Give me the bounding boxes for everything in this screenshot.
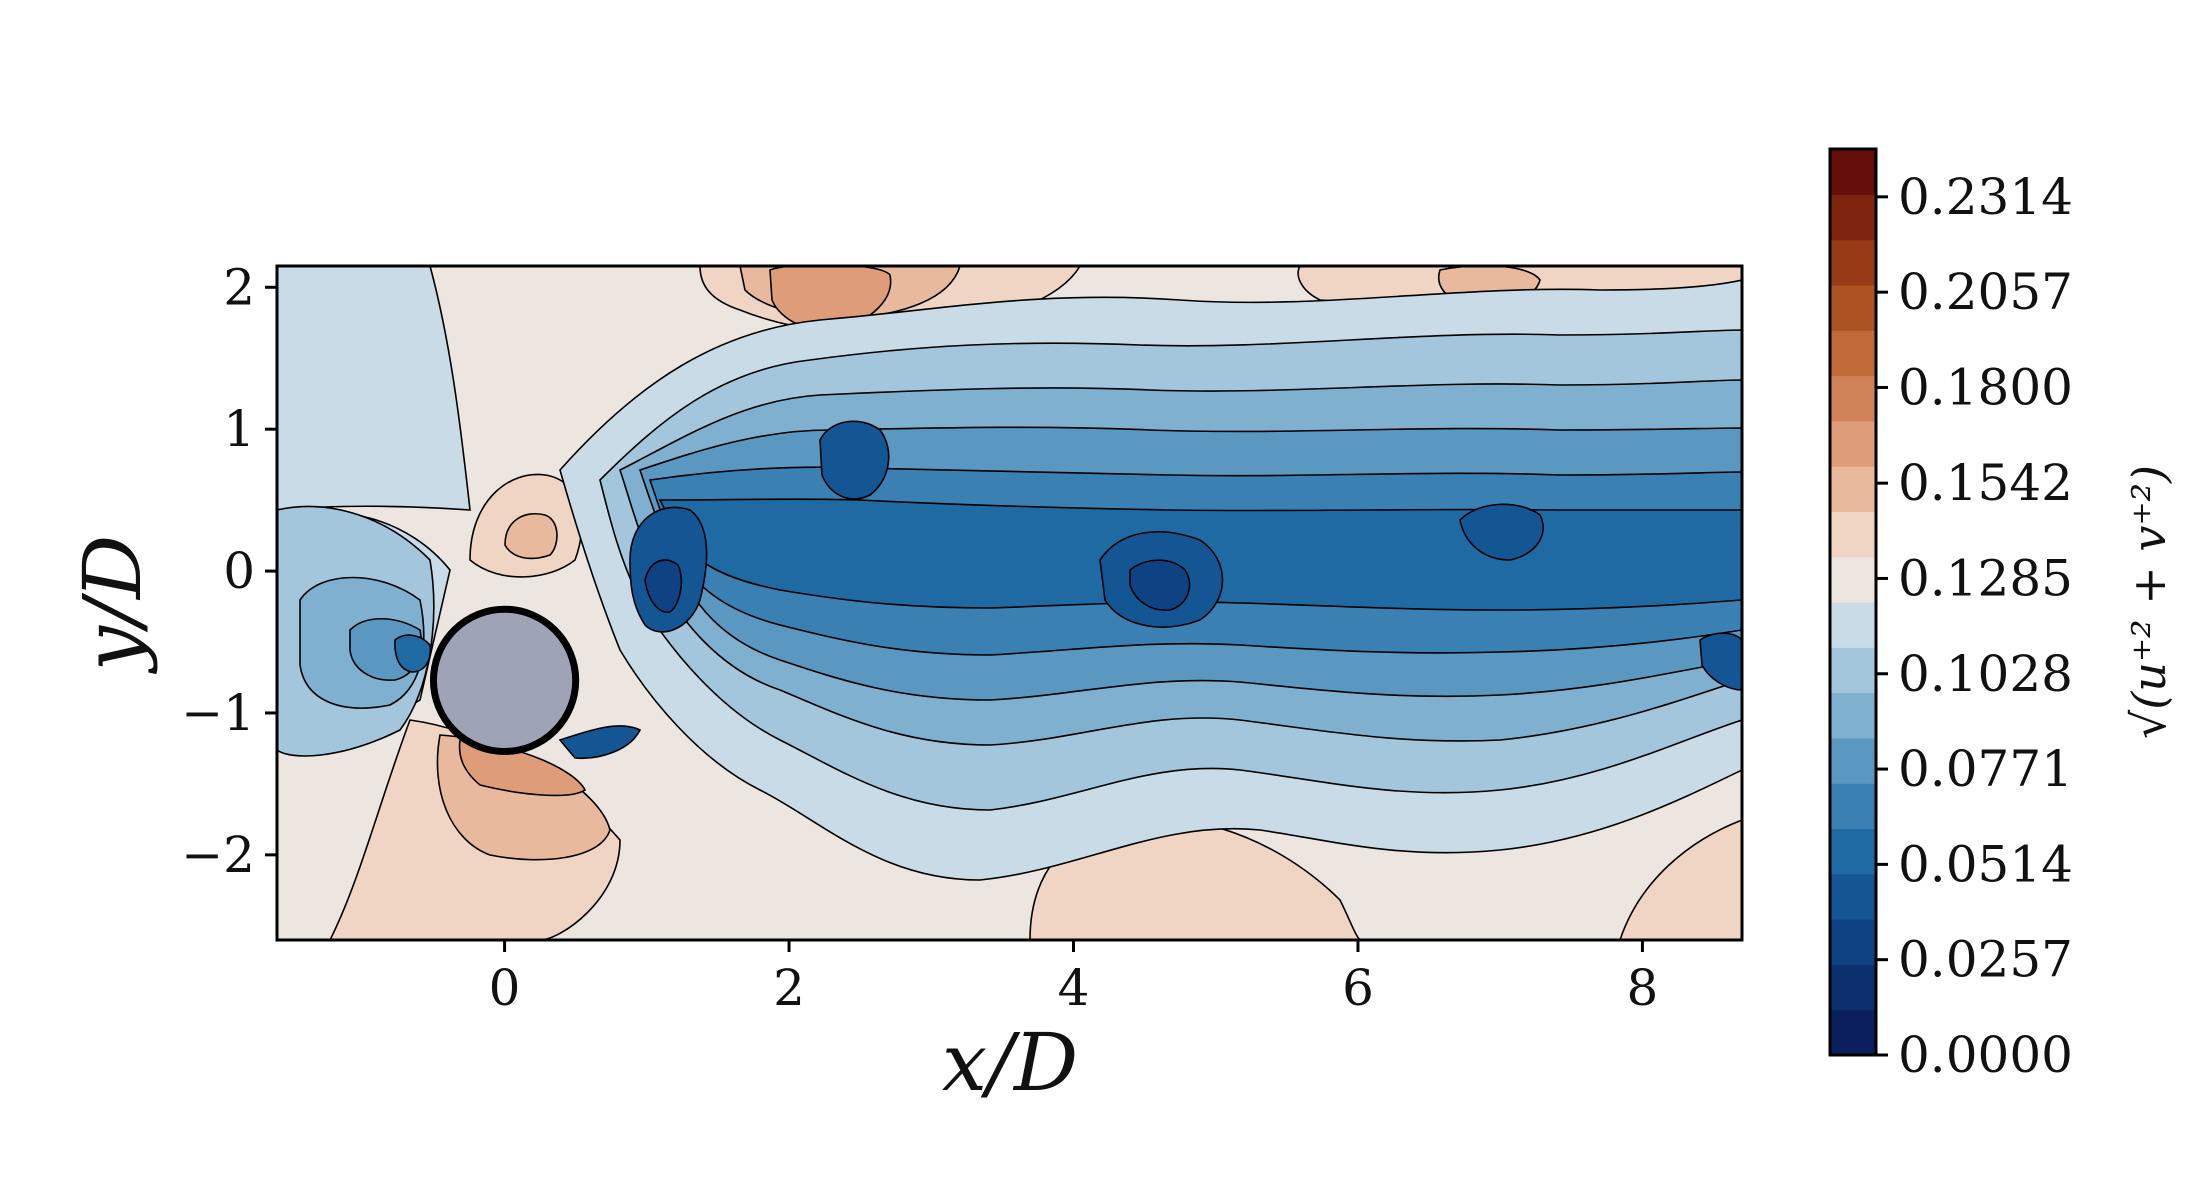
y-tick-label: 2: [223, 258, 255, 316]
contour-region: [458, 739, 587, 797]
x-tick-label: 4: [1058, 959, 1090, 1017]
contour-region: [644, 559, 682, 613]
contour-region: [394, 634, 432, 673]
colorbar-band: [1830, 194, 1876, 241]
colorbar-tick-label: 0.0000: [1898, 1026, 2073, 1084]
colorbar-band: [1830, 284, 1876, 331]
contour-region: [558, 725, 642, 760]
contour-region: [1129, 559, 1191, 611]
y-tick-label: −2: [181, 826, 255, 884]
colorbar-tick-label: 0.1028: [1898, 645, 2073, 703]
colorbar-band: [1830, 737, 1876, 784]
x-tick-label: 6: [1342, 959, 1374, 1017]
colorbar: 0.0000 0.0257 0.0514 0.0771 0.1028 0.1285 0.15…: [1828, 147, 2176, 1084]
colorbar-ticks: 0.0000 0.0257 0.0514 0.0771 0.1028 0.1285 0.15…: [1876, 168, 2073, 1084]
colorbar-band: [1830, 239, 1876, 286]
colorbar-tick-label: 0.1800: [1898, 358, 2073, 416]
colorbar-tick-label: 0.1542: [1898, 454, 2073, 512]
colorbar-band: [1830, 149, 1876, 195]
contour-region: [1699, 632, 1742, 691]
contour-region: [819, 420, 890, 500]
contour-region: [769, 266, 892, 332]
x-tick-label: 2: [773, 959, 805, 1017]
colorbar-band: [1830, 511, 1876, 558]
y-tick-label: −1: [181, 684, 255, 742]
colorbar-band: [1830, 647, 1876, 694]
colorbar-band: [1830, 828, 1876, 875]
colorbar-band: [1830, 556, 1876, 603]
plot-area: 0 2 4 6 8 −2 −1 0 1 2 x/D y/D: [66, 258, 1744, 1109]
x-tick-label: 8: [1627, 959, 1659, 1017]
y-tick-label: 1: [223, 400, 255, 458]
colorbar-band: [1830, 466, 1876, 512]
contour-field: [277, 266, 1742, 940]
y-axis-label: y/D: [66, 535, 159, 674]
colorbar-band: [1830, 375, 1876, 422]
y-tick-label: 0: [223, 542, 255, 600]
colorbar-bands: [1830, 149, 1876, 1056]
x-tick-label: 0: [489, 959, 521, 1017]
colorbar-band: [1830, 964, 1876, 1011]
colorbar-band: [1830, 602, 1876, 648]
colorbar-band: [1830, 330, 1876, 377]
plot-frame: [275, 264, 1744, 942]
contour-region: [1459, 503, 1544, 561]
colorbar-band: [1830, 1009, 1876, 1056]
x-axis-label: x/D: [942, 1016, 1078, 1109]
colorbar-tick-label: 0.0514: [1898, 835, 2073, 893]
colorbar-band: [1830, 692, 1876, 739]
colorbar-tick-label: 0.0771: [1898, 740, 2073, 798]
contour-region: [504, 513, 558, 560]
colorbar-tick-label: 0.0257: [1898, 931, 2073, 989]
colorbar-tick-label: 0.1285: [1898, 549, 2073, 607]
colorbar-band: [1830, 919, 1876, 965]
colorbar-band: [1830, 783, 1876, 830]
y-axis: −2 −1 0 1 2: [181, 258, 277, 884]
colorbar-band: [1830, 873, 1876, 920]
x-axis: 0 2 4 6 8: [489, 940, 1659, 1017]
colorbar-band: [1830, 420, 1876, 467]
colorbar-tick-label: 0.2057: [1898, 263, 2073, 321]
colorbar-label: √(u⁺² + v⁺²): [2122, 465, 2176, 739]
colorbar-tick-label: 0.2314: [1898, 168, 2073, 226]
colorbar-frame: [1828, 147, 1878, 1057]
cylinder: [429, 605, 580, 755]
